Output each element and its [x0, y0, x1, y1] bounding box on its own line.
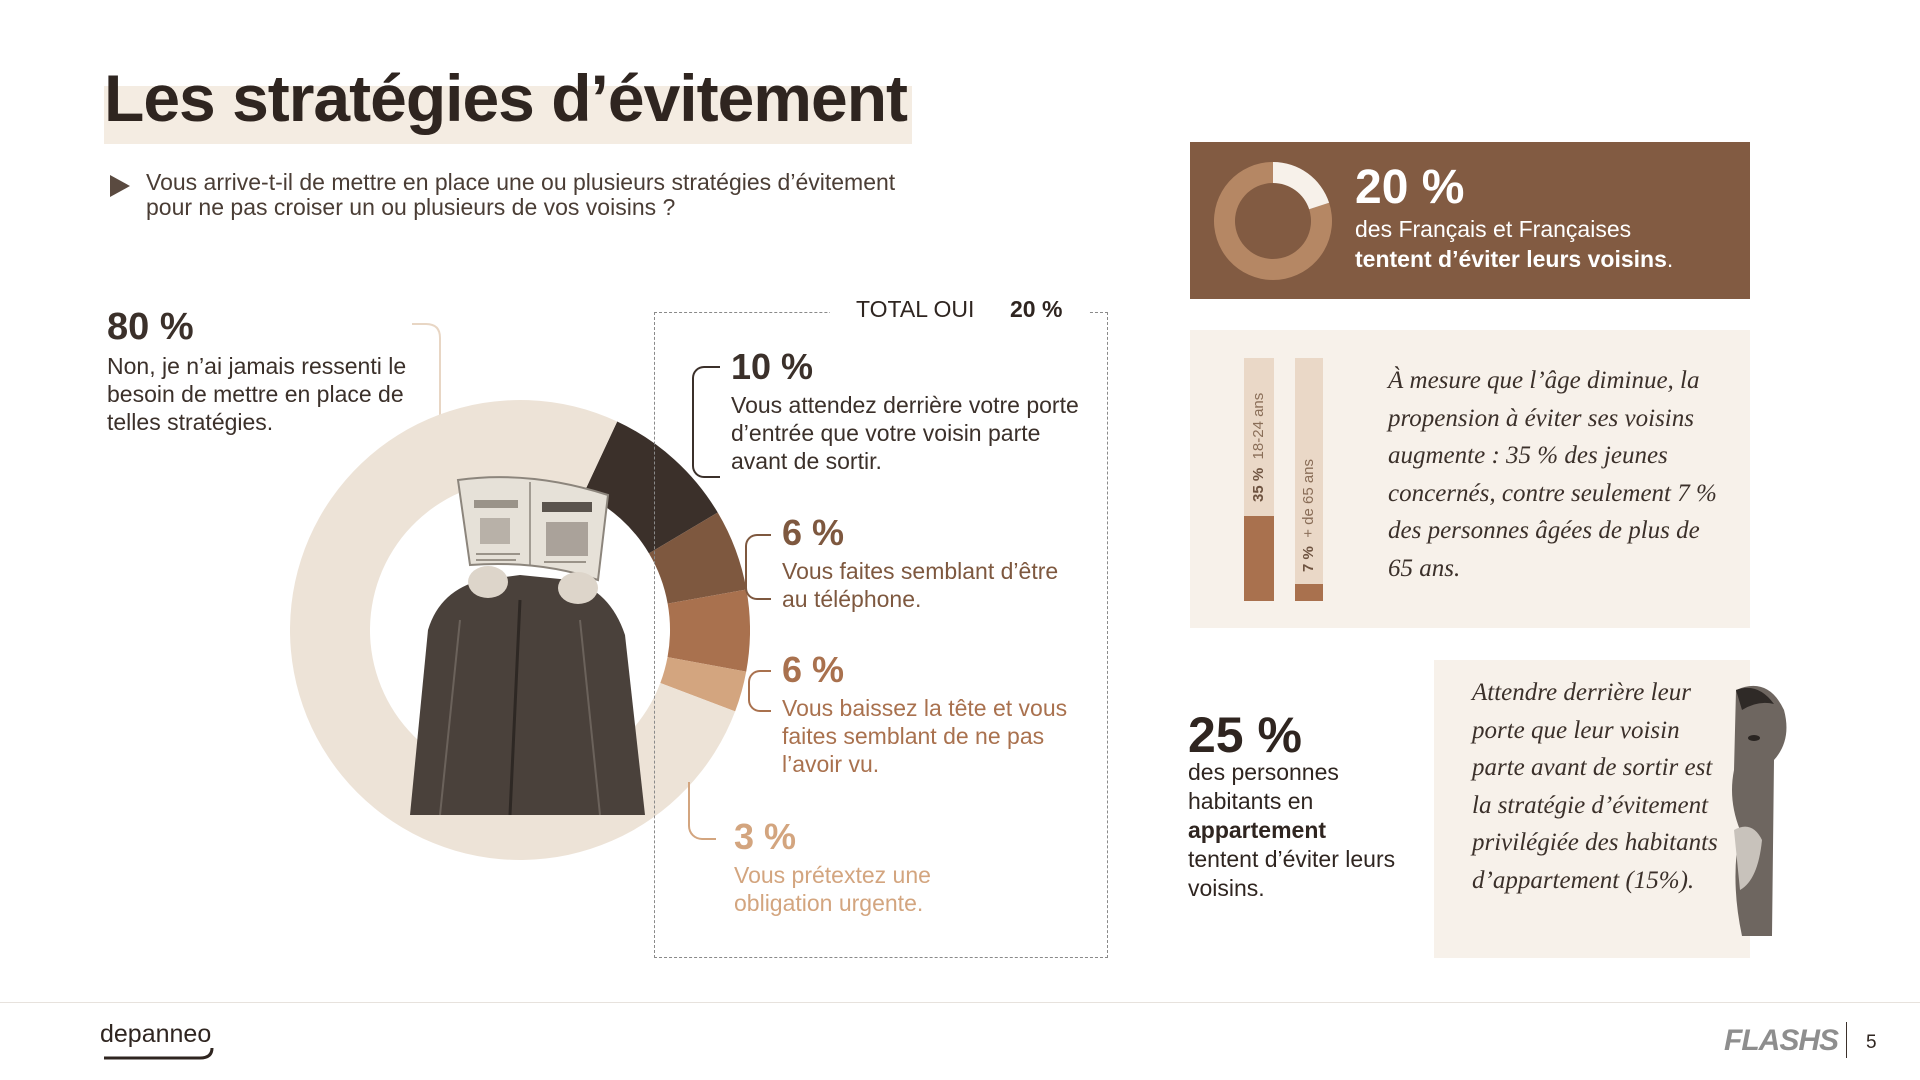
summary-donut-chart	[1214, 162, 1332, 280]
age-bar-18-24-fill	[1244, 516, 1274, 601]
man-with-newspaper-illustration	[410, 476, 645, 815]
quote-panel	[1434, 660, 1750, 958]
slice-look-down	[667, 589, 750, 672]
age-quote: À mesure que l’âge diminue, la propensio…	[1388, 367, 1717, 582]
banner-line-1: des Français et Françaises	[1355, 216, 1632, 242]
summary-ring-share	[1273, 162, 1330, 210]
peeking-man-illustration	[1732, 685, 1787, 936]
age-label-18-24: 35 % 18-24 ans	[1250, 392, 1267, 502]
age-label-65-plus: 7 % + de 65 ans	[1300, 458, 1317, 572]
banner-percentage: 20 %	[1355, 161, 1465, 214]
summary-ring-rest	[1214, 162, 1332, 280]
title-highlight	[104, 86, 912, 144]
apartment-quote: Attendre derrière leur porte que leur vo…	[1472, 679, 1718, 894]
bracket-segment-4	[688, 782, 716, 840]
flashs-logo: FLASHS	[1724, 1024, 1839, 1057]
banner-line-2: tentent d’éviter leurs voisins.	[1355, 246, 1674, 272]
apartment-text: des personnes habitants en appartement t…	[1188, 759, 1396, 901]
bracket-segment-1	[692, 366, 720, 478]
segment-3-percentage: 6 %	[782, 649, 845, 690]
no-percentage: 80 %	[107, 306, 194, 348]
footer-separator	[1846, 1022, 1847, 1058]
bracket-segment-3	[748, 670, 771, 712]
depanneo-logo: depanneo	[100, 1020, 212, 1048]
segment-2-text: Vous faites semblant d’être au téléphone…	[782, 558, 1059, 612]
segment-3-text: Vous baissez la tête et vous faites semb…	[782, 695, 1068, 777]
total-yes-label: TOTAL OUI	[856, 296, 975, 322]
footer-divider	[0, 1002, 1920, 1003]
slice-fake-phone	[648, 512, 747, 604]
age-bar-65-plus-track	[1295, 358, 1323, 601]
slice-urgent-excuse	[660, 657, 747, 712]
page-number: 5	[1866, 1032, 1877, 1053]
bracket-segment-2	[745, 534, 771, 600]
play-icon	[110, 175, 130, 197]
segment-4-percentage: 3 %	[734, 816, 797, 857]
apartment-percentage: 25 %	[1188, 707, 1302, 763]
no-text: Non, je n’ai jamais ressenti le besoin d…	[107, 353, 407, 435]
survey-question: Vous arrive-t-il de mettre en place une …	[146, 169, 896, 220]
age-bar-65-plus-fill	[1295, 584, 1323, 601]
age-panel	[1190, 330, 1750, 628]
segment-2-percentage: 6 %	[782, 512, 845, 553]
segment-4-text: Vous prétextez une obligation urgente.	[734, 862, 931, 916]
no-bracket	[412, 323, 441, 420]
logo-swoosh	[104, 1048, 214, 1060]
segment-1-percentage: 10 %	[731, 346, 814, 387]
total-yes-value: 20 %	[1010, 296, 1063, 322]
page-title: Les stratégies d’évitement	[104, 61, 908, 135]
slice-wait-behind-door	[583, 421, 718, 554]
segment-1-text: Vous attendez derrière votre porte d’ent…	[731, 392, 1079, 474]
